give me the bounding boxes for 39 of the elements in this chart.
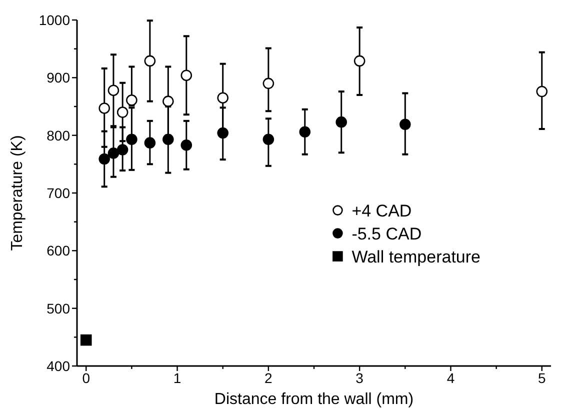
y-tick-label: 1000 — [38, 12, 70, 28]
point — [336, 116, 347, 128]
point — [98, 153, 110, 165]
x-tick-label: 5 — [538, 370, 546, 386]
point — [108, 148, 120, 159]
point — [144, 55, 156, 67]
x-tick-label: 0 — [82, 370, 90, 386]
point — [400, 118, 411, 130]
point — [354, 55, 366, 67]
point — [299, 126, 311, 138]
point — [116, 144, 128, 156]
y-tick-label: 500 — [46, 300, 70, 316]
y-tick-label: 600 — [46, 242, 70, 259]
y-tick-label: 800 — [46, 127, 70, 144]
x-tick-label: 1 — [173, 370, 182, 386]
x-tick-label: 3 — [356, 370, 364, 386]
point — [126, 134, 138, 146]
y-tick-label: 700 — [46, 185, 70, 201]
point — [217, 92, 228, 104]
y-tick-label: 900 — [46, 70, 70, 86]
point — [180, 70, 192, 82]
point — [262, 134, 274, 146]
x-tick-label: 4 — [446, 370, 455, 386]
legend-label: Wall temperature — [352, 247, 481, 266]
y-axis-title: Temperature (K) — [9, 135, 26, 251]
x-axis-title: Distance from the wall (mm) — [214, 391, 414, 408]
y-tick-label: 400 — [46, 358, 70, 374]
point — [262, 78, 274, 90]
x-tick-label: 2 — [264, 370, 273, 386]
point — [98, 102, 110, 114]
point — [536, 86, 548, 98]
legend-label: -5.5 CAD — [352, 224, 422, 244]
point — [116, 106, 128, 118]
point — [108, 84, 120, 96]
point — [80, 334, 92, 346]
point — [180, 139, 192, 151]
point — [144, 137, 156, 148]
point — [217, 127, 228, 139]
legend-label: +4 CAD — [352, 201, 412, 220]
